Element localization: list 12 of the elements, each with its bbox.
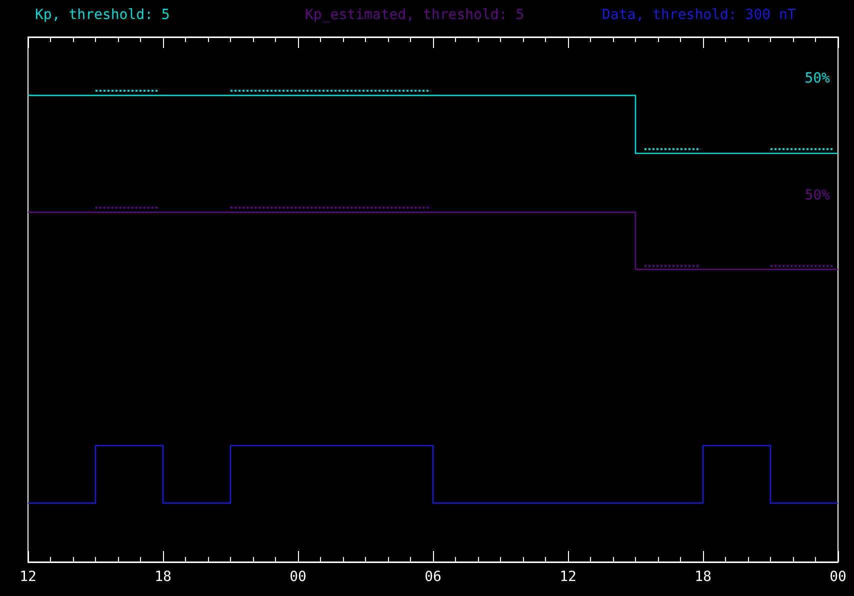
text: 50% [804,70,831,86]
x-tick-label: 12 [560,569,576,585]
text: Kp_estimated, threshold: 5 [305,7,524,23]
x-tick-label: 00 [830,569,846,585]
text: Data, threshold: 300 nT [602,7,796,23]
x-tick-label: 18 [694,569,712,585]
x-tick-label: 00 [290,569,306,585]
x-tick-label: 12 [20,569,36,585]
x-tick-label: 18 [154,569,172,585]
text: Kp, threshold: 5 [35,7,170,23]
x-tick-label: 06 [424,569,442,585]
annotation: 50% [804,187,831,204]
